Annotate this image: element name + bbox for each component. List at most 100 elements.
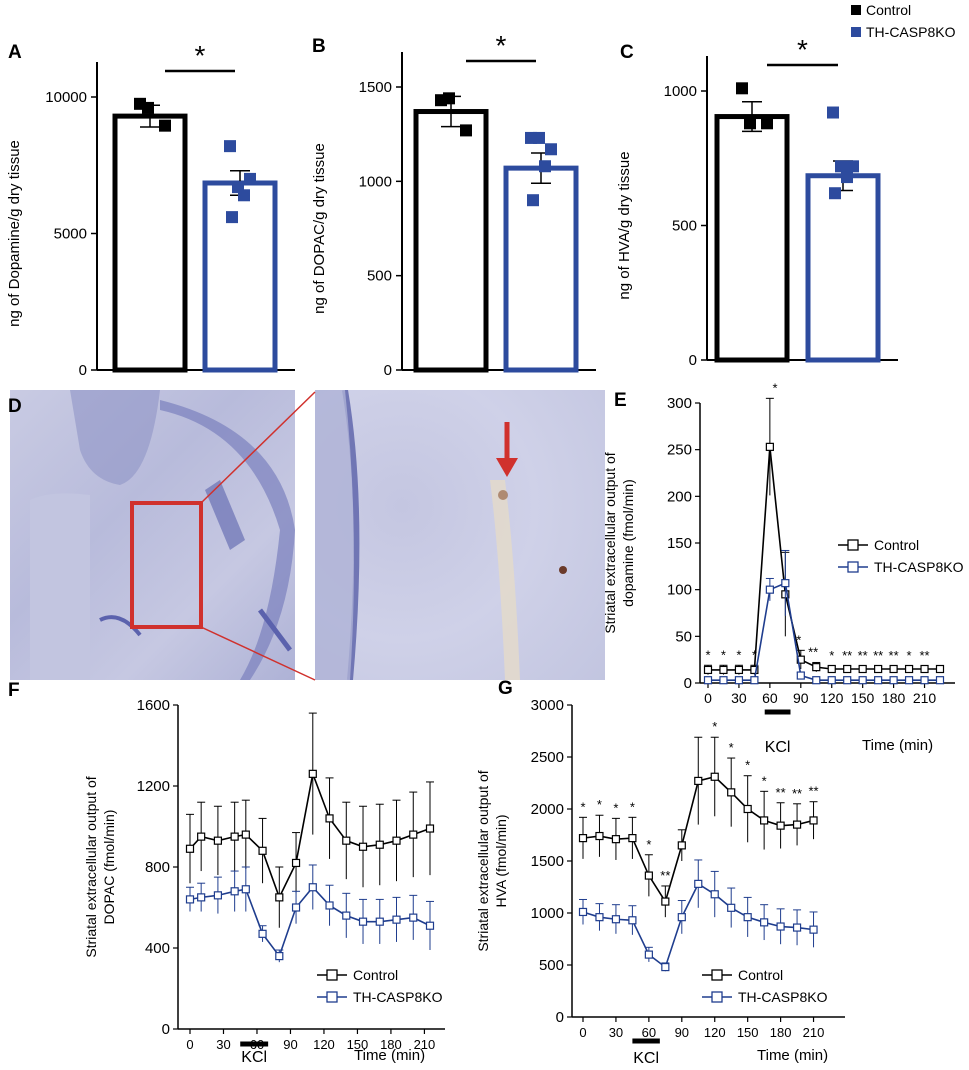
x-axis-label: Time (min) bbox=[757, 1047, 828, 1064]
zoom-indicator bbox=[130, 391, 518, 681]
data-point bbox=[661, 962, 670, 972]
y-tick-label: 10000 bbox=[45, 89, 87, 106]
y-tick-label: 100 bbox=[667, 582, 692, 599]
y-axis-label: Striatal extracellular output of HVA (fmo… bbox=[475, 770, 509, 951]
data-point bbox=[275, 893, 284, 902]
y-tick-label: 0 bbox=[556, 1009, 564, 1026]
tissue-left-band bbox=[315, 390, 354, 680]
data-point bbox=[628, 834, 637, 843]
significance-annotation: * bbox=[646, 837, 651, 852]
legend-label-ko: TH-CASP8KO bbox=[866, 24, 956, 40]
data-point bbox=[159, 119, 171, 132]
data-point bbox=[226, 211, 238, 224]
legend-label-control: Control bbox=[866, 2, 911, 18]
data-point bbox=[392, 915, 401, 924]
data-point bbox=[611, 835, 621, 844]
significance-annotation: * bbox=[613, 800, 618, 815]
legend-marker bbox=[847, 539, 859, 551]
data-point bbox=[920, 676, 929, 685]
tissue-fiber bbox=[99, 615, 142, 637]
data-point bbox=[734, 665, 744, 675]
significance-annotation: * bbox=[597, 797, 602, 812]
x-tick-label: 150 bbox=[347, 1037, 369, 1052]
data-point bbox=[835, 160, 847, 173]
data-point bbox=[142, 101, 154, 114]
significance-annotation: ** bbox=[808, 644, 818, 659]
data-point bbox=[809, 925, 818, 934]
x-tick-label: 60 bbox=[642, 1025, 656, 1040]
panel-label-d: D bbox=[8, 396, 22, 417]
significance-annotation: * bbox=[762, 773, 767, 788]
data-point bbox=[710, 890, 719, 899]
data-point bbox=[661, 897, 670, 906]
y-tick-label: 500 bbox=[539, 957, 564, 974]
bar-control bbox=[714, 114, 790, 363]
data-point bbox=[230, 832, 239, 841]
data-point bbox=[358, 842, 368, 851]
series-line-control bbox=[189, 770, 431, 900]
y-axis-label-line: Striatal extracellular output of bbox=[475, 770, 491, 951]
panel-label: E bbox=[614, 390, 627, 411]
tissue-boundary bbox=[342, 390, 360, 680]
y-tick-label: 400 bbox=[145, 940, 170, 957]
data-point bbox=[545, 143, 557, 156]
x-tick-label: 150 bbox=[851, 690, 875, 706]
legend-swatch-control bbox=[851, 5, 861, 15]
data-point bbox=[843, 676, 852, 685]
kcl-label: KCl bbox=[633, 1050, 659, 1067]
panel-label: G bbox=[498, 678, 513, 699]
data-point bbox=[595, 913, 604, 922]
tissue-dark-region bbox=[70, 390, 160, 485]
y-axis-label: ng of DOPAC/g dry tissue bbox=[311, 143, 328, 314]
x-tick-label: 120 bbox=[704, 1025, 726, 1040]
data-point bbox=[812, 663, 821, 672]
legend-marker bbox=[711, 969, 723, 981]
data-point bbox=[185, 895, 195, 904]
data-point bbox=[874, 664, 883, 674]
significance-annotation: * bbox=[729, 740, 734, 755]
tissue-region-left bbox=[30, 493, 90, 680]
x-tick-label: 180 bbox=[380, 1037, 402, 1052]
panel-label: C bbox=[620, 42, 634, 63]
x-tick-label: 210 bbox=[913, 690, 937, 706]
data-point bbox=[611, 915, 621, 924]
data-point bbox=[308, 769, 317, 778]
data-point bbox=[904, 676, 914, 685]
data-point bbox=[291, 858, 301, 868]
data-point bbox=[796, 671, 805, 680]
legend-label: TH-CASP8KO bbox=[874, 559, 964, 575]
x-tick-label: 150 bbox=[737, 1025, 759, 1040]
significance-annotation: ** bbox=[873, 648, 883, 663]
data-point bbox=[527, 194, 539, 207]
x-tick-label: 210 bbox=[803, 1025, 825, 1040]
data-point bbox=[858, 664, 867, 674]
data-point bbox=[781, 579, 790, 588]
significance-annotation: ** bbox=[889, 648, 899, 663]
data-point bbox=[291, 903, 301, 912]
data-point bbox=[342, 911, 351, 920]
significance-annotation: * bbox=[772, 380, 777, 395]
data-point bbox=[325, 814, 334, 823]
panel-label: A bbox=[8, 42, 22, 63]
data-point bbox=[719, 676, 728, 685]
panel-b-bar-chart: B 0 500 1000 1500 ng of DOPAC/g dry tissue * bbox=[311, 30, 596, 379]
x-tick-label: 0 bbox=[579, 1025, 586, 1040]
significance-annotation: ** bbox=[792, 786, 802, 801]
data-point bbox=[719, 665, 728, 675]
data-point bbox=[578, 834, 588, 843]
y-tick-label: 1600 bbox=[137, 697, 170, 714]
significance-annotation: * bbox=[712, 719, 717, 734]
bar-ko bbox=[805, 173, 881, 363]
legend-label: Control bbox=[738, 967, 783, 983]
data-point bbox=[734, 676, 744, 685]
y-tick-label: 1200 bbox=[137, 778, 170, 795]
data-point bbox=[409, 830, 418, 839]
bar-control bbox=[413, 109, 489, 373]
significance-annotation: * bbox=[829, 648, 834, 663]
data-point bbox=[703, 676, 713, 685]
x-tick-label: 120 bbox=[820, 690, 844, 706]
y-axis-label-line: Striatal extracellular output of bbox=[602, 452, 618, 633]
legend-marker bbox=[326, 991, 338, 1003]
y-tick-label: 150 bbox=[667, 535, 692, 552]
x-tick-label: 30 bbox=[731, 690, 747, 706]
